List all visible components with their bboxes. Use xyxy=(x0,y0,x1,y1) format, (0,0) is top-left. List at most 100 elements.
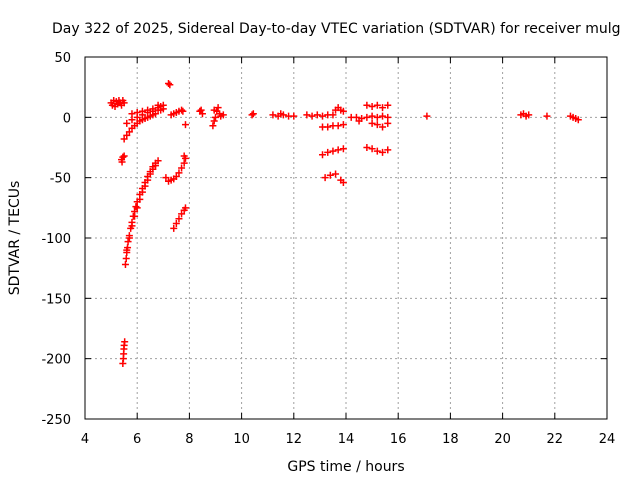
data-point xyxy=(214,104,222,112)
data-point xyxy=(124,238,132,246)
data-point xyxy=(525,111,533,119)
data-point xyxy=(277,110,285,118)
y-tick-label: -250 xyxy=(41,413,71,428)
data-point xyxy=(352,113,360,121)
data-point xyxy=(384,146,392,154)
y-tick-label: -200 xyxy=(41,353,71,368)
data-point xyxy=(119,153,127,161)
data-point xyxy=(136,195,144,203)
data-point xyxy=(324,148,332,156)
data-point xyxy=(149,105,157,113)
data-point xyxy=(379,104,387,112)
data-point xyxy=(329,111,337,119)
y-tick-label: -150 xyxy=(41,292,71,307)
data-point xyxy=(128,222,136,230)
x-tick-label: 18 xyxy=(442,432,459,447)
data-point xyxy=(373,147,381,155)
data-point xyxy=(178,164,186,172)
data-point xyxy=(121,338,129,346)
data-point xyxy=(574,116,582,124)
data-point xyxy=(151,162,159,170)
data-point xyxy=(332,170,340,178)
data-point xyxy=(379,112,387,120)
data-point xyxy=(368,112,376,120)
data-point xyxy=(123,246,131,254)
data-point xyxy=(170,224,178,232)
y-tick-label: 50 xyxy=(54,51,71,66)
data-point xyxy=(149,165,157,173)
data-point xyxy=(269,111,277,119)
data-point xyxy=(154,101,162,109)
axis-ticks xyxy=(84,56,608,420)
data-point xyxy=(290,112,298,120)
data-point xyxy=(166,81,174,89)
data-point xyxy=(313,111,321,119)
data-point xyxy=(178,210,186,218)
x-tick-label: 16 xyxy=(390,432,407,447)
x-tick-label: 6 xyxy=(133,432,141,447)
data-point xyxy=(321,174,329,182)
data-point xyxy=(144,176,152,184)
data-point xyxy=(138,188,146,196)
data-point xyxy=(118,158,126,166)
data-point xyxy=(219,111,227,119)
x-tick-label: 22 xyxy=(547,432,564,447)
data-point xyxy=(334,146,342,154)
data-point xyxy=(339,145,347,153)
grid xyxy=(85,57,607,419)
data-point xyxy=(326,171,334,179)
data-point xyxy=(179,107,187,115)
data-point xyxy=(133,109,141,117)
data-point xyxy=(379,123,387,131)
data-point xyxy=(319,151,327,159)
data-point xyxy=(543,112,551,120)
data-point xyxy=(355,117,363,125)
chart-title: Day 322 of 2025, Sidereal Day-to-day VTE… xyxy=(52,21,621,37)
data-point xyxy=(120,152,128,160)
x-tick-label: 8 xyxy=(185,432,193,447)
data-point xyxy=(197,106,205,114)
data-point xyxy=(144,106,152,114)
data-point xyxy=(373,121,381,129)
data-point xyxy=(363,144,371,151)
data-point xyxy=(324,123,332,131)
data-point xyxy=(122,255,130,263)
data-point xyxy=(123,131,131,139)
data-point xyxy=(175,169,183,177)
y-axis-tick-labels: -250 -200 -150 -100 -50 0 50 xyxy=(41,51,71,428)
data-point xyxy=(165,80,173,88)
data-point xyxy=(172,220,180,228)
data-point xyxy=(210,117,218,125)
x-tick-label: 4 xyxy=(81,432,89,447)
data-point xyxy=(373,113,381,121)
data-point xyxy=(334,122,342,130)
y-axis-label: SDTVAR / TECUs xyxy=(7,181,23,296)
y-tick-label: -100 xyxy=(41,232,71,247)
y-tick-label: 0 xyxy=(63,111,71,126)
data-point xyxy=(212,113,219,121)
data-point xyxy=(120,99,128,107)
data-point xyxy=(368,119,376,127)
x-tick-label: 14 xyxy=(338,432,355,447)
data-point xyxy=(209,122,217,130)
data-point xyxy=(329,147,337,155)
data-point xyxy=(363,101,371,109)
x-tick-label: 10 xyxy=(233,432,250,447)
data-point xyxy=(339,107,347,115)
data-point xyxy=(308,112,316,120)
data-point xyxy=(123,119,131,127)
data-point xyxy=(384,119,392,127)
data-point xyxy=(181,121,189,129)
data-point xyxy=(175,215,183,223)
x-axis-tick-labels: 4 6 8 10 12 14 16 18 20 22 24 xyxy=(81,432,615,447)
data-point xyxy=(120,135,128,143)
data-point xyxy=(363,113,371,121)
data-point xyxy=(132,203,140,211)
x-tick-label: 24 xyxy=(599,432,616,447)
data-point xyxy=(339,121,347,129)
data-point xyxy=(210,106,218,114)
x-tick-label: 12 xyxy=(286,432,303,447)
data-point xyxy=(146,170,154,178)
data-point xyxy=(180,159,188,167)
